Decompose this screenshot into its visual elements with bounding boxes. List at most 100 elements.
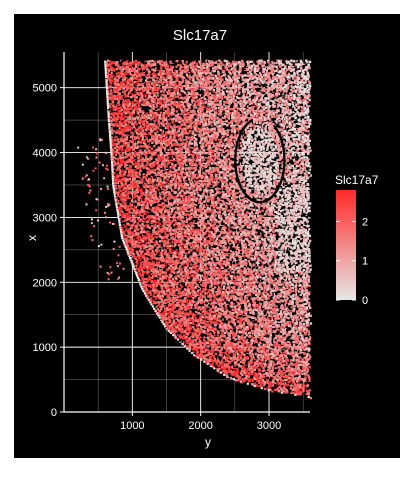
- expression-point: [252, 317, 254, 319]
- expression-point: [293, 335, 295, 337]
- expression-point: [259, 342, 261, 344]
- expression-point: [175, 256, 177, 258]
- expression-point: [206, 251, 208, 253]
- expression-point: [203, 361, 205, 363]
- expression-point: [267, 377, 269, 379]
- expression-point: [251, 361, 253, 363]
- expression-point: [228, 342, 230, 344]
- expression-point: [279, 377, 281, 379]
- expression-point: [249, 304, 251, 306]
- expression-point: [276, 303, 278, 305]
- expression-point: [276, 312, 278, 314]
- expression-point: [248, 348, 250, 350]
- expression-point: [245, 377, 247, 379]
- expression-point: [163, 290, 165, 292]
- expression-point: [273, 330, 275, 332]
- expression-point: [200, 317, 202, 319]
- expression-point: [299, 304, 301, 306]
- expression-point: [243, 324, 245, 326]
- expression-point: [192, 266, 194, 268]
- expression-point: [192, 270, 194, 272]
- expression-point: [285, 379, 287, 381]
- expression-point: [192, 280, 194, 282]
- expression-point: [287, 359, 289, 361]
- expression-point: [262, 253, 264, 255]
- expression-point: [268, 283, 270, 285]
- expression-point: [209, 347, 211, 349]
- expression-point: [292, 331, 294, 333]
- expression-point: [253, 281, 255, 283]
- expression-point: [288, 373, 290, 375]
- expression-point: [277, 272, 279, 274]
- expression-point: [299, 300, 301, 302]
- expression-point: [265, 275, 267, 277]
- expression-point: [264, 337, 266, 339]
- expression-point: [254, 350, 256, 352]
- expression-point: [141, 277, 143, 279]
- expression-point: [166, 293, 168, 295]
- expression-point: [189, 260, 191, 262]
- expression-point: [187, 288, 189, 290]
- expression-point: [197, 302, 199, 304]
- expression-point: [251, 273, 253, 275]
- expression-point: [291, 368, 293, 370]
- expression-point: [205, 323, 207, 325]
- expression-point: [296, 321, 298, 323]
- expression-point: [214, 274, 216, 276]
- expression-point: [309, 369, 311, 371]
- expression-point: [280, 321, 282, 323]
- expression-point: [256, 302, 258, 304]
- expression-point: [275, 335, 277, 337]
- expression-point: [278, 344, 280, 346]
- expression-point: [278, 306, 280, 308]
- expression-point: [168, 295, 170, 297]
- expression-point: [169, 280, 171, 282]
- expression-point: [295, 370, 297, 372]
- expression-point: [305, 270, 307, 272]
- expression-point: [211, 335, 213, 337]
- expression-point: [269, 339, 271, 341]
- expression-point: [262, 357, 264, 359]
- expression-point: [278, 267, 280, 269]
- expression-point: [193, 315, 195, 317]
- expression-point: [210, 343, 212, 345]
- expression-point: [266, 293, 268, 295]
- expression-point: [278, 293, 280, 295]
- expression-point: [255, 286, 257, 288]
- expression-point: [288, 317, 290, 319]
- expression-point: [272, 384, 274, 386]
- expression-point: [283, 354, 285, 356]
- expression-point: [195, 317, 197, 319]
- expression-point: [268, 389, 270, 391]
- expression-point: [302, 258, 304, 260]
- expression-point: [219, 363, 221, 365]
- expression-point: [263, 328, 265, 330]
- expression-point: [191, 339, 193, 341]
- expression-point: [256, 251, 258, 253]
- expression-point: [297, 366, 299, 368]
- expression-point: [171, 282, 173, 284]
- expression-point: [269, 379, 271, 381]
- expression-point: [253, 297, 255, 299]
- expression-point: [261, 290, 263, 292]
- expression-point: [242, 365, 244, 367]
- expression-point: [231, 315, 233, 317]
- expression-point: [149, 262, 151, 264]
- expression-point: [164, 297, 166, 299]
- expression-point: [298, 310, 300, 312]
- expression-point: [207, 321, 209, 323]
- expression-point: [228, 251, 230, 253]
- expression-point: [182, 249, 184, 251]
- expression-point: [268, 357, 270, 359]
- expression-point: [259, 304, 261, 306]
- expression-point: [157, 270, 159, 272]
- expression-point: [169, 248, 171, 250]
- expression-point: [302, 289, 304, 291]
- expression-point: [189, 288, 191, 290]
- expression-point: [207, 280, 209, 282]
- expression-point: [219, 262, 221, 264]
- expression-point: [299, 251, 301, 253]
- expression-point: [276, 357, 278, 359]
- expression-point: [191, 313, 193, 315]
- expression-point: [301, 308, 303, 310]
